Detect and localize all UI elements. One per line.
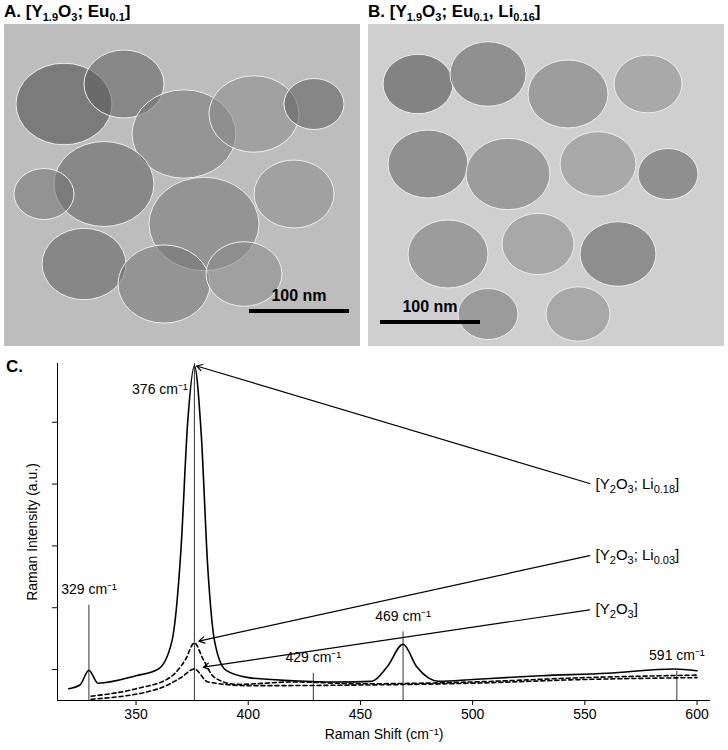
html-text:C.: C. [6,357,23,376]
svg-text:500: 500 [461,706,485,722]
svg-text:[Y2O3]: [Y2O3] [596,600,638,620]
svg-text:Raman Shift (cm⁻¹): Raman Shift (cm⁻¹) [325,726,444,742]
html-text:A. [Y1.9O3; Eu0.1]: A. [Y1.9O3; Eu0.1] [4,2,131,24]
svg-text:[Y2O3; Li0.03]: [Y2O3; Li0.03] [596,546,680,566]
svg-text:Raman Intensity (a.u.): Raman Intensity (a.u.) [24,463,40,601]
svg-text:400: 400 [237,706,261,722]
svg-text:329 cm⁻¹: 329 cm⁻¹ [61,581,117,597]
svg-text:550: 550 [573,706,597,722]
svg-text:100 nm: 100 nm [402,298,457,315]
svg-text:600: 600 [685,706,709,722]
html-text:B. [Y1.9O3; Eu0.1, Li0.16]: B. [Y1.9O3; Eu0.1, Li0.16] [368,2,541,24]
svg-text:376 cm⁻¹: 376 cm⁻¹ [132,381,188,397]
svg-text:591 cm⁻¹: 591 cm⁻¹ [649,647,705,663]
svg-text:[Y2O3; Li0.18]: [Y2O3; Li0.18] [596,475,680,495]
svg-text:100 nm: 100 nm [271,287,326,304]
svg-text:450: 450 [349,706,373,722]
svg-text:350: 350 [124,706,148,722]
svg-text:469 cm⁻¹: 469 cm⁻¹ [375,608,431,624]
svg-text:429 cm⁻¹: 429 cm⁻¹ [286,649,342,665]
